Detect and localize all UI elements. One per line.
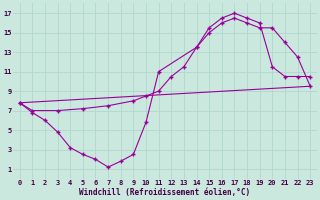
- X-axis label: Windchill (Refroidissement éolien,°C): Windchill (Refroidissement éolien,°C): [79, 188, 251, 197]
